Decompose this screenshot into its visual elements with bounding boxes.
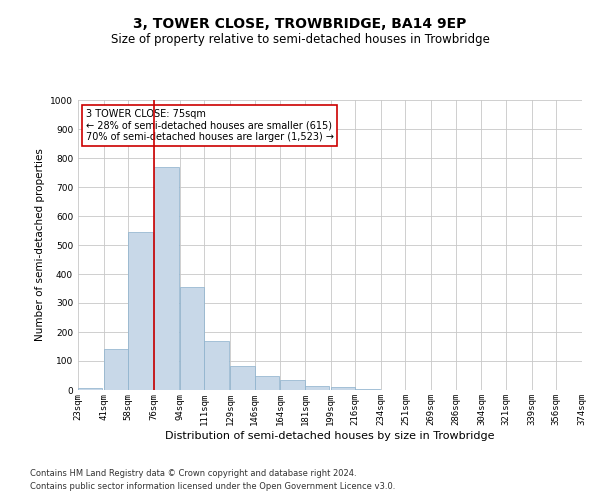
Text: Contains public sector information licensed under the Open Government Licence v3: Contains public sector information licen… [30,482,395,491]
Bar [205,340,229,390]
Y-axis label: Number of semi-detached properties: Number of semi-detached properties [35,148,44,342]
Bar [355,388,380,390]
Text: 3 TOWER CLOSE: 75sqm
← 28% of semi-detached houses are smaller (615)
70% of semi: 3 TOWER CLOSE: 75sqm ← 28% of semi-detac… [86,108,334,142]
Bar [305,386,329,390]
Bar [280,380,305,390]
X-axis label: Distribution of semi-detached houses by size in Trowbridge: Distribution of semi-detached houses by … [165,430,495,440]
Bar [230,366,254,390]
Bar [180,287,205,390]
Text: Size of property relative to semi-detached houses in Trowbridge: Size of property relative to semi-detach… [110,32,490,46]
Bar [331,387,355,390]
Bar [104,350,128,390]
Text: Contains HM Land Registry data © Crown copyright and database right 2024.: Contains HM Land Registry data © Crown c… [30,468,356,477]
Bar [128,232,152,390]
Text: 3, TOWER CLOSE, TROWBRIDGE, BA14 9EP: 3, TOWER CLOSE, TROWBRIDGE, BA14 9EP [133,18,467,32]
Bar [254,376,279,390]
Bar [154,166,179,390]
Bar [78,388,103,390]
